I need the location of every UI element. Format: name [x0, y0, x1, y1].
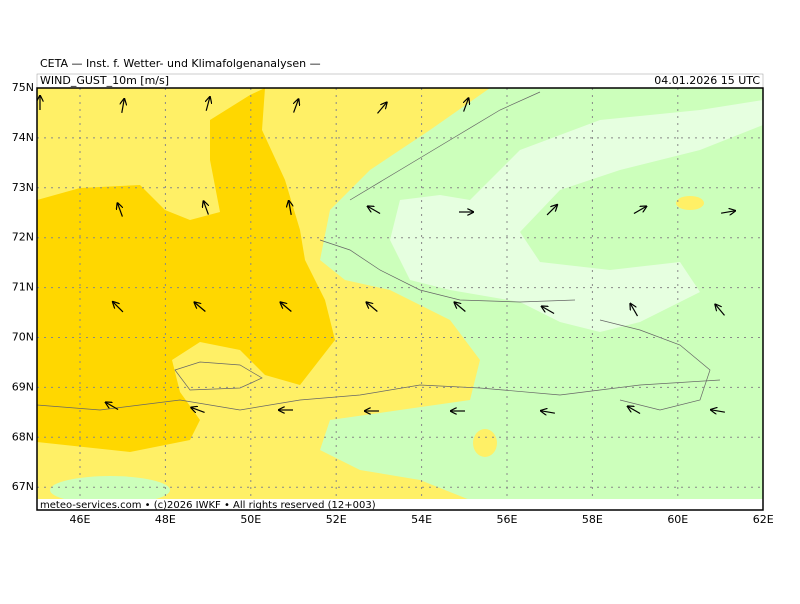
lat-label: 70N [12, 331, 34, 344]
wind-arrow [113, 302, 124, 313]
lon-label: 48E [155, 513, 176, 526]
lon-label: 58E [582, 513, 603, 526]
map-frame [36, 87, 764, 511]
lon-label: 46E [70, 513, 91, 526]
wind-arrow [191, 408, 205, 413]
footer-bar [37, 499, 763, 510]
wind-arrow [367, 303, 378, 312]
lon-label: 54E [411, 513, 432, 526]
graticule [37, 88, 763, 510]
datetime-label: 04.01.2026 15 UTC [654, 74, 760, 87]
lon-label: 50E [240, 513, 261, 526]
wind-arrow [195, 303, 206, 312]
wind-arrow [368, 207, 381, 215]
wind-arrow [721, 211, 735, 213]
field-spot [473, 429, 497, 457]
wind-arrow [633, 207, 646, 215]
lat-label: 71N [12, 281, 34, 294]
coastline [37, 379, 721, 411]
wind-arrow [122, 99, 124, 113]
lat-label: 74N [12, 131, 34, 144]
axis-labels: 75N 74N 73N 72N 71N 70N 69N 68N 67N 46E 48E 50E 52E 5… [12, 81, 774, 526]
wind-arrow [118, 203, 123, 217]
wind-arrow [541, 411, 555, 413]
lat-label: 73N [12, 181, 34, 194]
wind-arrow [546, 205, 557, 216]
lon-label: 56E [497, 513, 518, 526]
map-area: meteo-services.com • (c)2026 IWKF • All … [37, 88, 763, 511]
wind-arrows [40, 96, 735, 414]
wind-arrow [455, 303, 466, 312]
footer-credit: meteo-services.com • (c)2026 IWKF • All … [40, 500, 376, 511]
lon-label: 60E [667, 513, 688, 526]
wind-arrow [711, 410, 725, 412]
variable-label: WIND_GUST_10m [m/s] [40, 74, 169, 87]
wind-arrow [377, 103, 387, 114]
header-title: CETA — Inst. f. Wetter- und Klimafolgena… [40, 57, 321, 70]
wind-arrow [106, 403, 119, 411]
field-gold [37, 88, 335, 452]
wind-arrow [281, 303, 292, 312]
wind-arrow [631, 304, 639, 317]
wind-arrow [464, 98, 469, 112]
lat-label: 67N [12, 480, 34, 493]
wind-arrow [628, 407, 641, 415]
field-spot [676, 196, 704, 210]
wind-arrow [716, 305, 725, 316]
wind-arrow [542, 307, 555, 315]
lat-label: 72N [12, 231, 34, 244]
field-pale [390, 100, 763, 332]
coastline [319, 239, 576, 303]
lat-label: 69N [12, 380, 34, 393]
lon-label: 52E [326, 513, 347, 526]
lon-label: 62E [753, 513, 774, 526]
wind-arrow [294, 99, 299, 113]
wind-arrow [289, 201, 291, 215]
coastline [174, 361, 263, 391]
lat-label: 68N [12, 430, 34, 443]
wind-arrow [204, 201, 209, 215]
coastline [599, 319, 711, 411]
field-spot [50, 476, 170, 504]
lat-label: 75N [12, 81, 34, 94]
wind-arrow [206, 97, 210, 111]
coastline [349, 91, 541, 201]
